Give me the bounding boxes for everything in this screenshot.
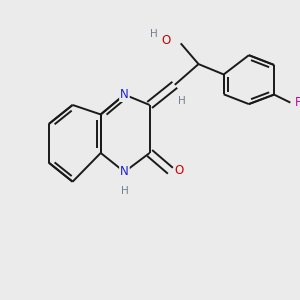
Text: O: O	[175, 164, 184, 177]
Text: F: F	[295, 96, 300, 109]
Text: N: N	[120, 88, 129, 101]
Text: H: H	[178, 96, 186, 106]
Text: O: O	[161, 34, 170, 47]
Text: N: N	[120, 165, 129, 178]
Text: H: H	[150, 29, 158, 39]
Text: H: H	[121, 187, 128, 196]
